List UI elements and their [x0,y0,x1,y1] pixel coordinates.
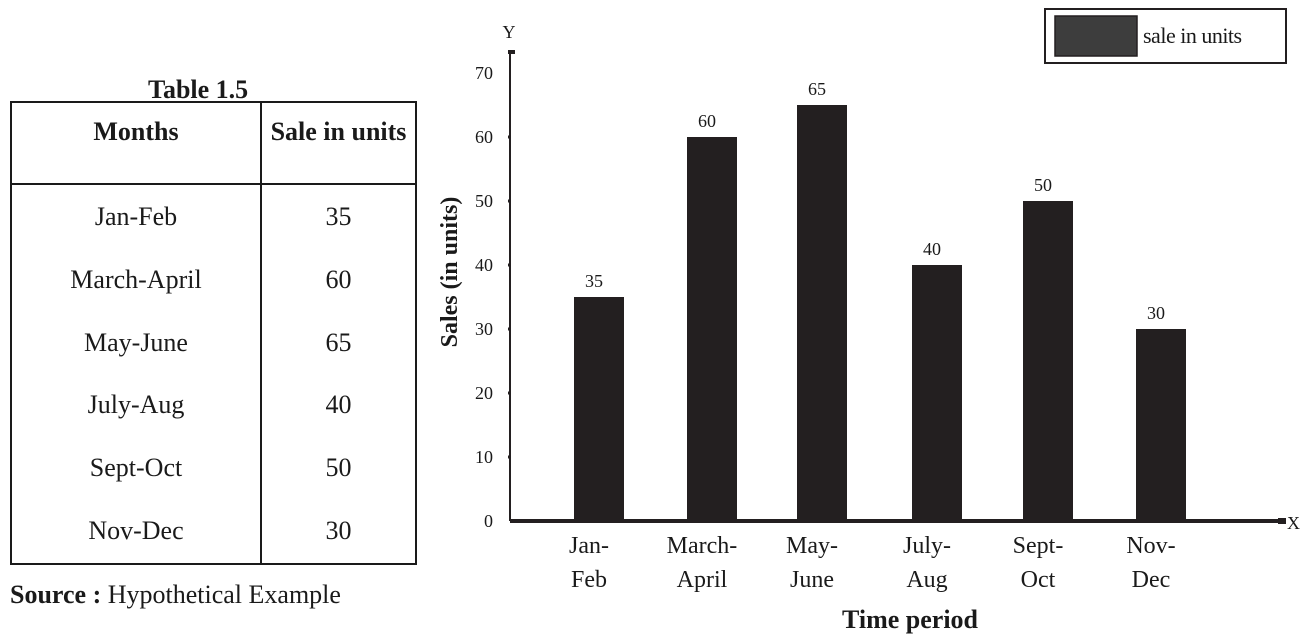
chart-bars [574,105,1186,521]
x-tick-label: July- [903,533,951,559]
y-tick-mark [508,455,511,459]
table-caption: Table 1.5 [148,75,249,104]
table-cell-month: Sept-Oct [11,436,262,500]
data-label: 65 [808,79,826,99]
data-label: 30 [1147,303,1165,323]
table-header-row: Months Sale in units [11,102,416,185]
table-cell-sale: 60 [325,264,352,294]
y-tick-label: 0 [484,511,493,531]
y-tick-label: 50 [475,191,493,211]
table-cell-month: Nov-Dec [11,499,262,564]
table-cell-sale: 30 [325,516,352,546]
y-tick-label: 20 [475,383,493,403]
source-label: Source : [10,580,102,609]
bar [797,105,847,521]
y-tick-label: 70 [475,63,493,83]
chart-labels: 35 Jan- Feb 60 March- April 65 May- June 40 July- A… [569,79,1176,593]
x-axis-title: Time period [842,605,979,634]
bar [1136,329,1186,521]
x-tick-label: Feb [571,567,607,593]
x-tick-label: Sept- [1013,533,1064,559]
y-axis-end-mark [508,50,515,54]
x-tick-label: May- [786,533,838,559]
bar [687,137,737,521]
y-tick-mark [508,199,511,203]
y-axis-title: Sales (in units) [437,197,463,348]
bar [574,297,624,521]
data-label: 35 [585,271,603,291]
chart-axes: Y X 0 10 20 30 40 50 60 70 Sales (in units) Time pe… [437,22,1300,634]
table-cell-month: Jan-Feb [11,184,262,249]
bar [912,265,962,521]
sales-table: Months Sale in units Jan-Feb 35 March-Ap… [10,101,417,565]
source-text: Hypothetical Example [101,580,341,609]
y-tick-label: 10 [475,447,493,467]
x-axis-end-mark [1278,518,1286,524]
header-sale-in-units: Sale in units [261,102,416,185]
data-label: 50 [1034,175,1052,195]
x-tick-label: Nov- [1126,533,1175,559]
x-tick-label: March- [667,533,738,559]
x-tick-label: Dec [1132,567,1171,593]
table-cell-month: March-April [11,248,262,312]
table-row: Jan-Feb 35 [11,184,416,249]
table-cell-sale: 50 [325,453,352,483]
x-tick-label: Oct [1021,567,1056,593]
x-tick-label: Jan- [569,533,609,559]
y-tick-mark [508,327,511,331]
bar [1023,201,1073,521]
y-tick-label: 30 [475,319,493,339]
legend-swatch [1054,15,1138,57]
legend-label: sale in units [1143,23,1242,48]
x-tick-label: April [677,567,728,593]
table-cell-month: May-June [11,311,262,374]
y-axis-letter: Y [503,22,516,42]
table-row: Nov-Dec 30 [11,499,416,564]
table-row: Sept-Oct 50 [11,436,416,500]
data-label: 40 [923,239,941,259]
x-axis-letter: X [1287,513,1300,533]
y-tick-mark [508,263,511,267]
y-tick-mark [508,391,511,395]
table-row: July-Aug 40 [11,373,416,437]
x-tick-label: Aug [906,567,947,593]
table-cell-sale: 40 [325,390,352,420]
header-months: Months [11,102,262,185]
table-row: May-June 65 [11,311,416,374]
y-tick-mark [508,135,511,139]
table-row: March-April 60 [11,248,416,312]
source-note: Source : Hypothetical Example [10,580,341,610]
chart-legend: sale in units [1044,8,1287,64]
y-tick-label: 60 [475,127,493,147]
y-tick-label: 40 [475,255,493,275]
table-cell-month: July-Aug [11,373,262,437]
table-cell-sale: 35 [325,201,352,231]
data-label: 60 [698,111,716,131]
x-tick-label: June [790,567,834,593]
table-cell-sale: 65 [325,327,352,357]
